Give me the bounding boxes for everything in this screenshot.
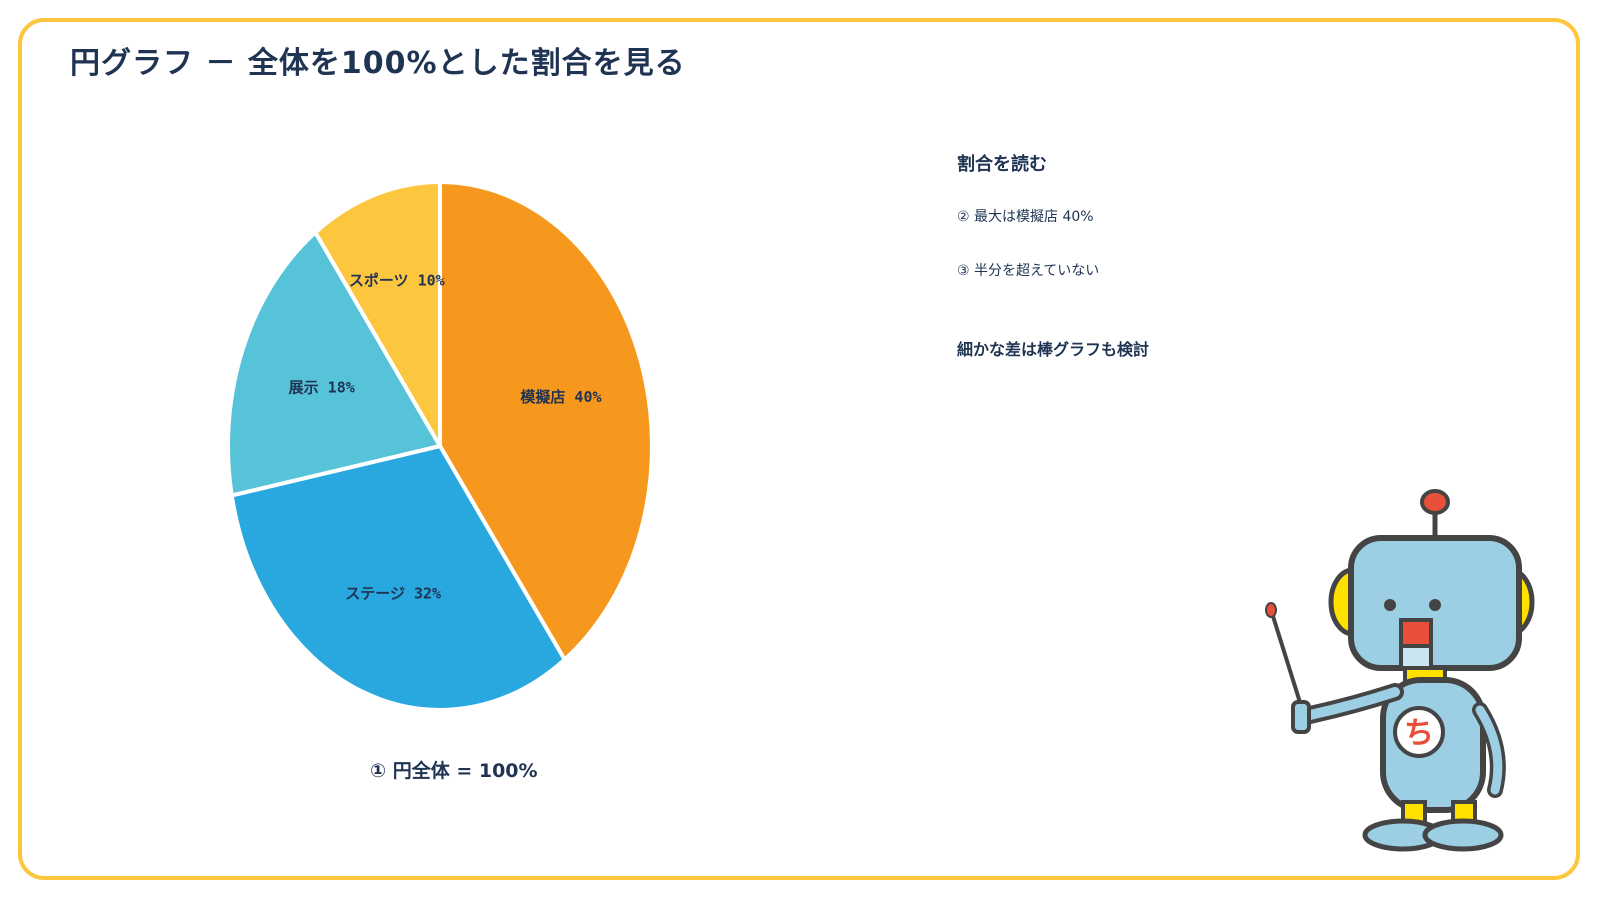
page-title: 円グラフ － 全体を100%とした割合を見る <box>70 46 686 81</box>
note-item-largest: ② 最大は模擬店 40% <box>957 209 1094 225</box>
pie-slice-tenji <box>226 230 442 498</box>
pie-label-stage: ステージ 32% <box>345 584 441 602</box>
pie-slice-mogiten <box>438 180 654 662</box>
notes-heading: 割合を読む <box>957 154 1047 175</box>
pie-caption: ① 円全体 = 100% <box>370 760 538 782</box>
pie-slice-sports <box>313 180 442 448</box>
note-item-not-half: ③ 半分を超えていない <box>957 263 1100 279</box>
svg-text:ち: ち <box>1404 716 1434 751</box>
pie-label-mogiten: 模擬店 40% <box>520 388 601 406</box>
pie-slice-stage <box>229 444 567 712</box>
robot-mascot-icon: ち <box>1255 480 1555 860</box>
pie-label-sports: スポーツ 10% <box>349 271 445 289</box>
notes-tip: 細かな差は棒グラフも検討 <box>957 340 1150 359</box>
pie-label-tenji: 展示 18% <box>289 379 355 397</box>
